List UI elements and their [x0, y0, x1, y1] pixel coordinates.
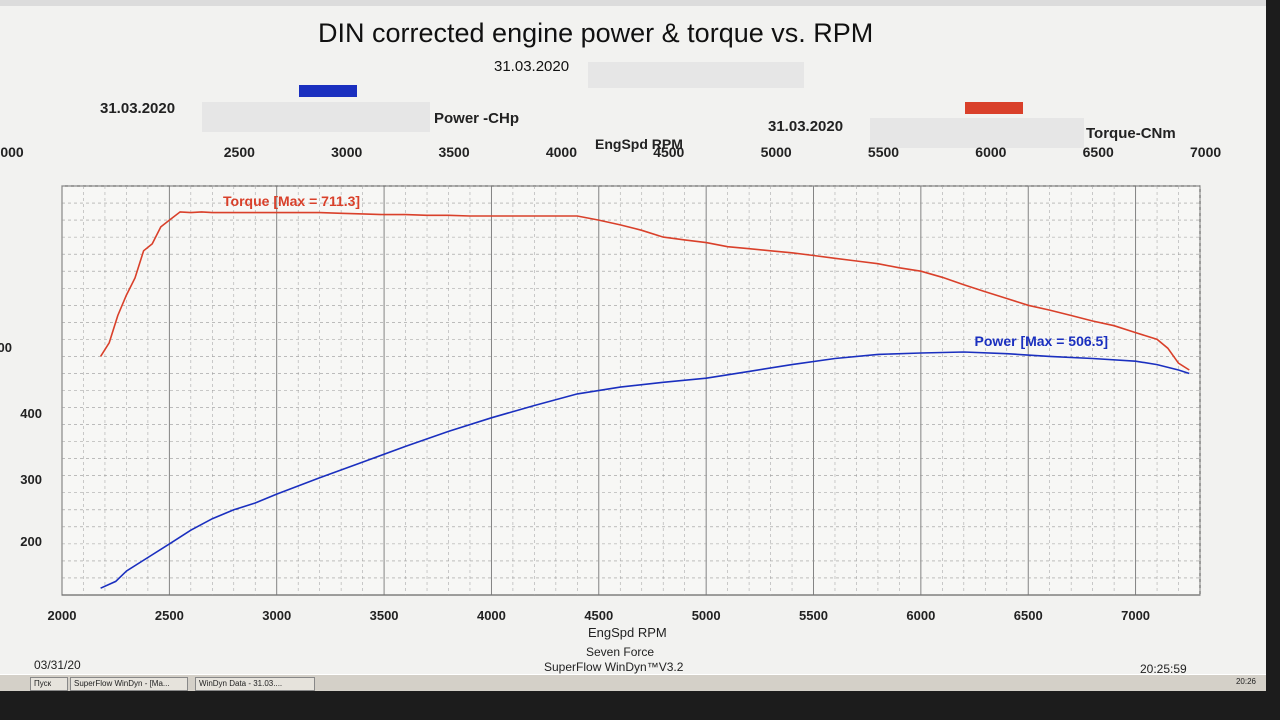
x-tick-label-bottom: 4000	[477, 608, 506, 620]
dyno-chart: 2000 2500 3000 3500 4000 4500 5000 5500 6000 6500…	[0, 144, 1221, 620]
taskbar-item-data[interactable]: WinDyn Data - 31.03....	[195, 677, 315, 691]
x-tick-label-top: 5500	[868, 144, 899, 160]
x-tick-label-bottom: 3000	[262, 608, 291, 620]
x-tick-label-top: 000	[0, 144, 24, 160]
x-axis-title-bottom: EngSpd RPM	[588, 625, 667, 640]
y-tick-label: 00	[0, 340, 12, 355]
x-tick-label-top: 3500	[438, 144, 469, 160]
taskbar: Пуск SuperFlow WinDyn - [Ma... WinDyn Da…	[0, 674, 1266, 691]
x-tick-label-bottom: 3500	[370, 608, 399, 620]
x-tick-label-bottom: 6000	[906, 608, 935, 620]
taskbar-item-windyn[interactable]: SuperFlow WinDyn - [Ma...	[70, 677, 188, 691]
tray-clock: 20:26	[1235, 677, 1256, 686]
x-tick-label-bottom: 5500	[799, 608, 828, 620]
power-max-annotation: Power [Max = 506.5]	[975, 333, 1108, 349]
torque-max-annotation: Torque [Max = 711.3]	[223, 193, 360, 209]
redacted-area	[588, 62, 804, 88]
torque-legend-swatch	[965, 102, 1023, 114]
redacted-area	[202, 102, 430, 132]
start-button[interactable]: Пуск	[30, 677, 68, 691]
x-tick-label-bottom: 4500	[584, 608, 613, 620]
x-tick-label-top: 3000	[331, 144, 362, 160]
x-axis-title-top: EngSpd RPM	[595, 136, 683, 152]
torque-legend-date: 31.03.2020	[768, 118, 844, 135]
x-tick-label-bottom: 2500	[155, 608, 184, 620]
y-tick-label: 300	[20, 472, 42, 487]
x-tick-label-top: 6500	[1083, 144, 1114, 160]
y-tick-label: 200	[20, 534, 42, 549]
footer-line1: Seven Force	[586, 645, 655, 659]
x-tick-label-top: 4000	[546, 144, 577, 160]
footer-line2: SuperFlow WinDyn™V3.2	[544, 660, 684, 674]
window-menubar	[0, 0, 1266, 6]
power-line	[100, 351, 1190, 589]
chart-title: DIN corrected engine power & torque vs. …	[318, 18, 874, 48]
x-tick-label-bottom: 2000	[48, 608, 77, 620]
dyno-window: DIN corrected engine power & torque vs. …	[0, 0, 1266, 691]
x-tick-label-top: 2500	[224, 144, 255, 160]
power-legend-date: 31.03.2020	[100, 100, 176, 117]
x-tick-label-top: 7000	[1190, 144, 1221, 160]
x-tick-label-bottom: 6500	[1014, 608, 1043, 620]
footer-time: 20:25:59	[1140, 662, 1187, 676]
x-tick-label-bottom: 7000	[1121, 608, 1150, 620]
power-legend-swatch	[299, 85, 357, 97]
x-tick-label-top: 5000	[761, 144, 792, 160]
power-legend-label: Power -CHp	[434, 110, 520, 127]
header-date: 31.03.2020	[494, 58, 570, 75]
y-tick-label: 400	[20, 406, 42, 421]
redacted-area	[870, 118, 1084, 148]
torque-line	[99, 211, 1190, 371]
torque-legend-label: Torque-CNm	[1086, 125, 1176, 142]
footer-date: 03/31/20	[34, 658, 81, 672]
x-tick-label-top: 4500	[653, 144, 684, 160]
x-tick-label-top: 6000	[975, 144, 1006, 160]
x-tick-label-bottom: 5000	[692, 608, 721, 620]
